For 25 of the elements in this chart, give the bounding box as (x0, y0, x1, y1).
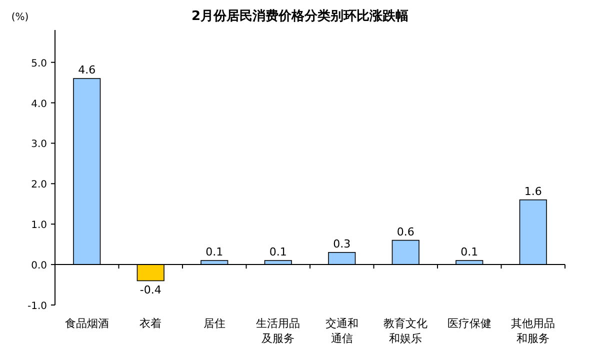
data-label: 0.1 (269, 246, 287, 259)
y-tick-label: 5.0 (31, 58, 47, 70)
data-label: 0.1 (206, 246, 224, 259)
data-label: 1.6 (524, 184, 542, 198)
y-tick-label: 4.0 (31, 98, 47, 110)
y-tick-label: -1.0 (27, 301, 47, 312)
data-label: -0.4 (140, 284, 162, 297)
y-axis-title: (%) (11, 12, 29, 23)
data-label: 0.3 (333, 237, 351, 250)
chart-title: 2月份居民消费价格分类别环比涨跌幅 (191, 9, 409, 24)
x-tick-label: 居住 (203, 317, 226, 330)
data-label: 0.6 (396, 225, 414, 238)
x-tick-label: 医疗保健 (447, 317, 492, 330)
x-tick-label: 教育文化和娱乐 (384, 317, 428, 345)
y-tick-label: 3.0 (31, 139, 47, 150)
data-label: 0.1 (460, 246, 478, 259)
y-tick-label: 1.0 (31, 220, 47, 232)
data-label: 4.6 (78, 64, 96, 77)
x-tick-label: 交通和通信 (325, 317, 358, 345)
x-tick-label: 生活用品及服务 (256, 317, 300, 345)
y-tick-label: 2.0 (31, 180, 47, 191)
x-tick-label: 食品烟酒 (64, 317, 109, 330)
x-tick-label: 其他用品和服务 (511, 317, 556, 345)
y-tick-label: 0.0 (31, 260, 47, 272)
x-tick-label: 衣着 (140, 317, 162, 330)
